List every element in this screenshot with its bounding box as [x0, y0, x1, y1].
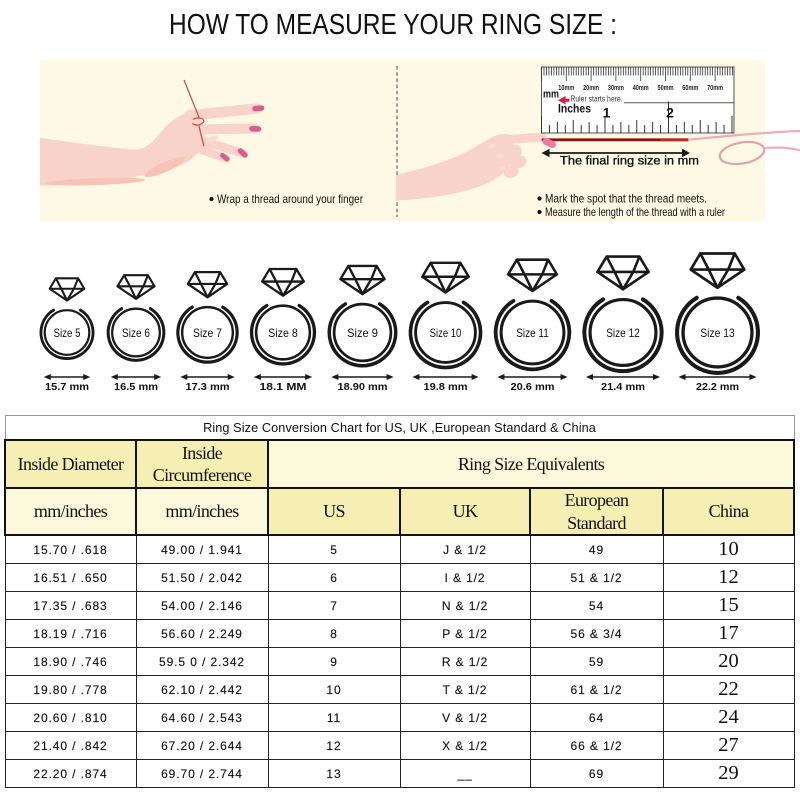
svg-text:2: 2 [666, 105, 674, 121]
svg-text:18.1 MM: 18.1 MM [260, 381, 307, 393]
svg-text:Mark the spot that the thread: Mark the spot that the thread meets. [545, 191, 707, 205]
svg-text:30mm: 30mm [608, 83, 624, 92]
svg-text:Size 9: Size 9 [347, 326, 378, 340]
svg-text:19.8 mm: 19.8 mm [424, 381, 468, 393]
svg-text:70mm: 70mm [707, 83, 723, 92]
svg-text:16.5 mm: 16.5 mm [114, 381, 158, 393]
svg-text:20mm: 20mm [583, 83, 599, 92]
svg-text:22.2 mm: 22.2 mm [696, 381, 739, 393]
svg-text:18.90 mm: 18.90 mm [338, 381, 388, 393]
svg-text:50mm: 50mm [658, 83, 674, 92]
svg-text:17.3 mm: 17.3 mm [186, 381, 230, 393]
svg-text:1: 1 [603, 105, 611, 121]
svg-text:15.7 mm: 15.7 mm [45, 381, 89, 393]
svg-text:Size 11: Size 11 [516, 326, 549, 340]
svg-text:40mm: 40mm [633, 83, 649, 92]
svg-text:Size 7: Size 7 [193, 326, 222, 340]
svg-text:mm: mm [543, 89, 559, 101]
svg-text:Size 13: Size 13 [700, 326, 735, 340]
svg-text:Ruler starts here.: Ruler starts here. [571, 94, 623, 103]
svg-text:Size 8: Size 8 [268, 326, 298, 340]
svg-text:Size 6: Size 6 [122, 326, 150, 340]
svg-text:The final ring size in mm: The final ring size in mm [560, 154, 699, 168]
svg-text:HOW TO MEASURE YOUR RING SIZE: HOW TO MEASURE YOUR RING SIZE : [169, 9, 617, 41]
svg-text:Measure the length of the thre: Measure the length of the thread with a … [545, 205, 725, 219]
svg-text:Wrap a thread around your fing: Wrap a thread around your finger [217, 192, 363, 206]
svg-text:20.6 mm: 20.6 mm [511, 381, 555, 393]
svg-text:21.4 mm: 21.4 mm [601, 381, 645, 393]
svg-text:Size 5: Size 5 [54, 326, 81, 340]
svg-text:10mm: 10mm [558, 83, 574, 92]
svg-text:Inches: Inches [558, 104, 591, 116]
svg-text:Size 12: Size 12 [606, 326, 640, 340]
svg-text:Size 10: Size 10 [430, 326, 462, 340]
svg-text:60mm: 60mm [682, 83, 698, 92]
